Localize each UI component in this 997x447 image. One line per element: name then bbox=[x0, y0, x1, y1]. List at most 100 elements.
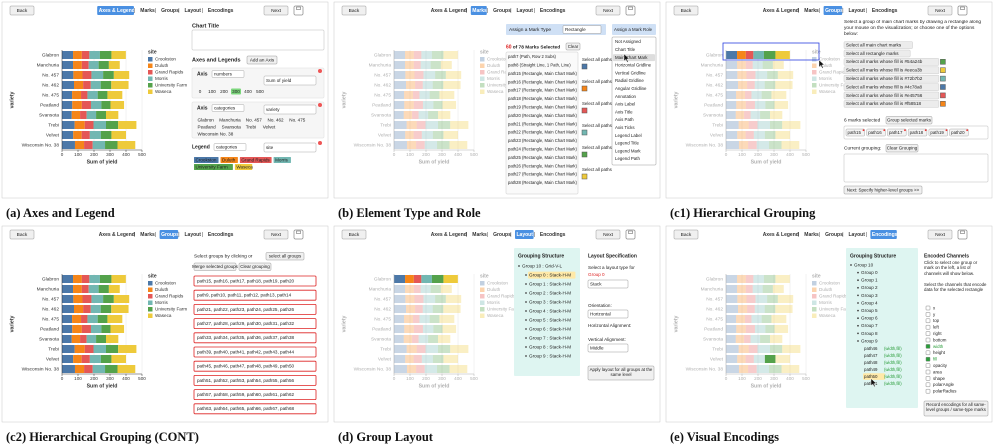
select[interactable] bbox=[562, 25, 602, 34]
role-option[interactable]: Not Assigned bbox=[615, 39, 641, 44]
tree-child[interactable]: path46 bbox=[864, 346, 878, 351]
back-button[interactable] bbox=[9, 229, 35, 240]
channel-label[interactable]: shape bbox=[933, 376, 946, 381]
role-option[interactable]: Axis Label bbox=[615, 102, 635, 107]
channel-checkbox[interactable] bbox=[925, 388, 931, 394]
step[interactable]: Layout bbox=[849, 8, 866, 14]
channel-label[interactable]: height bbox=[933, 350, 946, 355]
button[interactable] bbox=[193, 262, 237, 271]
group-label[interactable]: path33, path34, path35, path36, path37, … bbox=[197, 335, 295, 340]
channel-checkbox[interactable] bbox=[925, 382, 931, 388]
step[interactable]: Layout bbox=[849, 232, 866, 238]
button-label[interactable]: Clear bbox=[568, 44, 579, 49]
option-label[interactable]: Select all marks whose fill is #eeca3b bbox=[846, 68, 923, 73]
next-button-label[interactable]: Next bbox=[935, 8, 946, 14]
group-box[interactable] bbox=[193, 303, 317, 315]
channel-label[interactable]: polarAngle bbox=[933, 382, 955, 387]
channel-label[interactable]: opacity bbox=[933, 363, 948, 368]
title-input[interactable] bbox=[191, 29, 325, 51]
option-label[interactable]: Select all marks whose fill is #54a24b bbox=[846, 59, 923, 64]
channel-checkbox[interactable] bbox=[925, 369, 931, 375]
next-button[interactable] bbox=[927, 229, 953, 240]
option-button[interactable] bbox=[843, 91, 940, 100]
button-label[interactable]: Next: Specify higher-level groups >> bbox=[847, 187, 920, 192]
back-button[interactable] bbox=[9, 5, 35, 16]
save-icon[interactable] bbox=[957, 229, 968, 240]
select-all-swatch[interactable] bbox=[581, 129, 588, 136]
step[interactable]: Groups bbox=[825, 232, 843, 238]
tree-item[interactable]: Group 2 : Stack-H-M bbox=[529, 290, 571, 295]
group-label[interactable]: path27, path28, path29, path30, path31, … bbox=[197, 321, 295, 326]
path-tag-remove[interactable] bbox=[862, 129, 865, 132]
back-button-label[interactable]: Back bbox=[349, 8, 360, 14]
tree-item[interactable]: Group 10 : Grid-V-L bbox=[522, 263, 563, 268]
add-axis-button[interactable] bbox=[246, 55, 278, 65]
step[interactable]: Groups bbox=[493, 232, 511, 238]
tree-item[interactable]: Group 4 bbox=[861, 300, 878, 305]
tree-item[interactable]: Group 7 : Stack-H-M bbox=[529, 335, 571, 340]
save-icon-slot[interactable] bbox=[628, 230, 633, 234]
mark-item[interactable]: path7 (Path, Row 2 Subs) bbox=[508, 54, 557, 59]
step[interactable]: Marks bbox=[804, 232, 819, 238]
role-option[interactable]: Legend Label bbox=[615, 133, 642, 138]
option-button[interactable] bbox=[843, 49, 911, 58]
channel-label[interactable]: polarRadius bbox=[933, 389, 957, 394]
button[interactable] bbox=[238, 262, 272, 271]
back-button-label[interactable]: Back bbox=[681, 8, 692, 14]
channel-checkbox[interactable] bbox=[925, 318, 931, 324]
channel-checkbox[interactable] bbox=[925, 350, 931, 356]
next-button-label[interactable]: Next bbox=[271, 8, 282, 14]
step[interactable]: Encodings bbox=[540, 232, 566, 238]
save-icon-slot[interactable] bbox=[296, 6, 301, 10]
channel-checkbox[interactable] bbox=[925, 363, 931, 368]
next-button[interactable] bbox=[263, 229, 289, 240]
step[interactable]: Groups bbox=[825, 8, 843, 14]
group-box[interactable] bbox=[193, 289, 317, 301]
tree-item[interactable]: Group 8 : Stack-H-M bbox=[529, 344, 571, 349]
legend-title-input[interactable] bbox=[263, 142, 317, 153]
next-button-label[interactable]: Next bbox=[271, 232, 282, 238]
select-all-swatch[interactable] bbox=[581, 85, 588, 92]
mark-item[interactable]: path19 (Rectangle, Main Chart Mark) bbox=[508, 105, 577, 110]
select-all-swatch[interactable] bbox=[581, 107, 588, 114]
back-button[interactable] bbox=[341, 5, 367, 16]
path-tag-remove[interactable] bbox=[883, 129, 886, 132]
next-button[interactable] bbox=[263, 5, 289, 16]
mark-item[interactable]: path17 (Rectangle, Main Chart Mark) bbox=[508, 88, 577, 93]
option-button[interactable] bbox=[843, 66, 940, 75]
add-axis-button-label[interactable]: Add an Axis bbox=[250, 58, 275, 63]
tree-item[interactable]: Group 2 bbox=[861, 285, 878, 290]
next-button[interactable] bbox=[595, 5, 621, 16]
step[interactable]: Marks bbox=[472, 232, 487, 238]
mark-item[interactable]: path18 (Rectangle, Main Chart Mark) bbox=[508, 96, 577, 101]
step[interactable]: Layout bbox=[517, 232, 534, 238]
group-label[interactable]: path63, path64, path65, path66, path67, … bbox=[197, 406, 295, 411]
step[interactable]: Encodings bbox=[872, 232, 898, 238]
back-button-label[interactable]: Back bbox=[681, 232, 692, 238]
tree-item[interactable]: Group 1 : Stack-H-M bbox=[529, 281, 571, 286]
tree-item[interactable]: Group 0 : Stack-H-M bbox=[529, 272, 571, 277]
step[interactable]: Groups bbox=[161, 8, 179, 14]
step[interactable]: Axes & Legend bbox=[431, 8, 467, 14]
step[interactable]: Axes & Legend bbox=[763, 232, 799, 238]
option-button[interactable] bbox=[843, 83, 940, 91]
channel-label[interactable]: right bbox=[933, 331, 942, 336]
mark-item[interactable]: path24 (Rectangle, Main Chart Mark) bbox=[508, 147, 577, 152]
step[interactable]: Axes & Legend bbox=[99, 8, 135, 14]
channel-checkbox[interactable] bbox=[925, 331, 931, 336]
group-box[interactable] bbox=[193, 403, 317, 415]
role-option[interactable]: Axis Title bbox=[615, 109, 633, 114]
group-box[interactable] bbox=[193, 275, 317, 287]
tree-child[interactable]: path48 bbox=[864, 360, 878, 365]
channel-checkbox[interactable] bbox=[925, 312, 931, 317]
select[interactable] bbox=[587, 309, 629, 319]
button[interactable] bbox=[265, 252, 305, 261]
channel-label[interactable]: fill bbox=[933, 357, 937, 362]
step[interactable]: Encodings bbox=[208, 8, 234, 14]
mark-item[interactable]: path27 (Rectangle, Main Chart Mark) bbox=[508, 172, 577, 177]
path-tag-remove[interactable] bbox=[966, 129, 969, 132]
tree-item[interactable]: Group 3 bbox=[861, 293, 878, 298]
group-box[interactable] bbox=[193, 374, 317, 386]
path-tag-remove[interactable] bbox=[945, 129, 948, 132]
select[interactable] bbox=[213, 143, 247, 151]
